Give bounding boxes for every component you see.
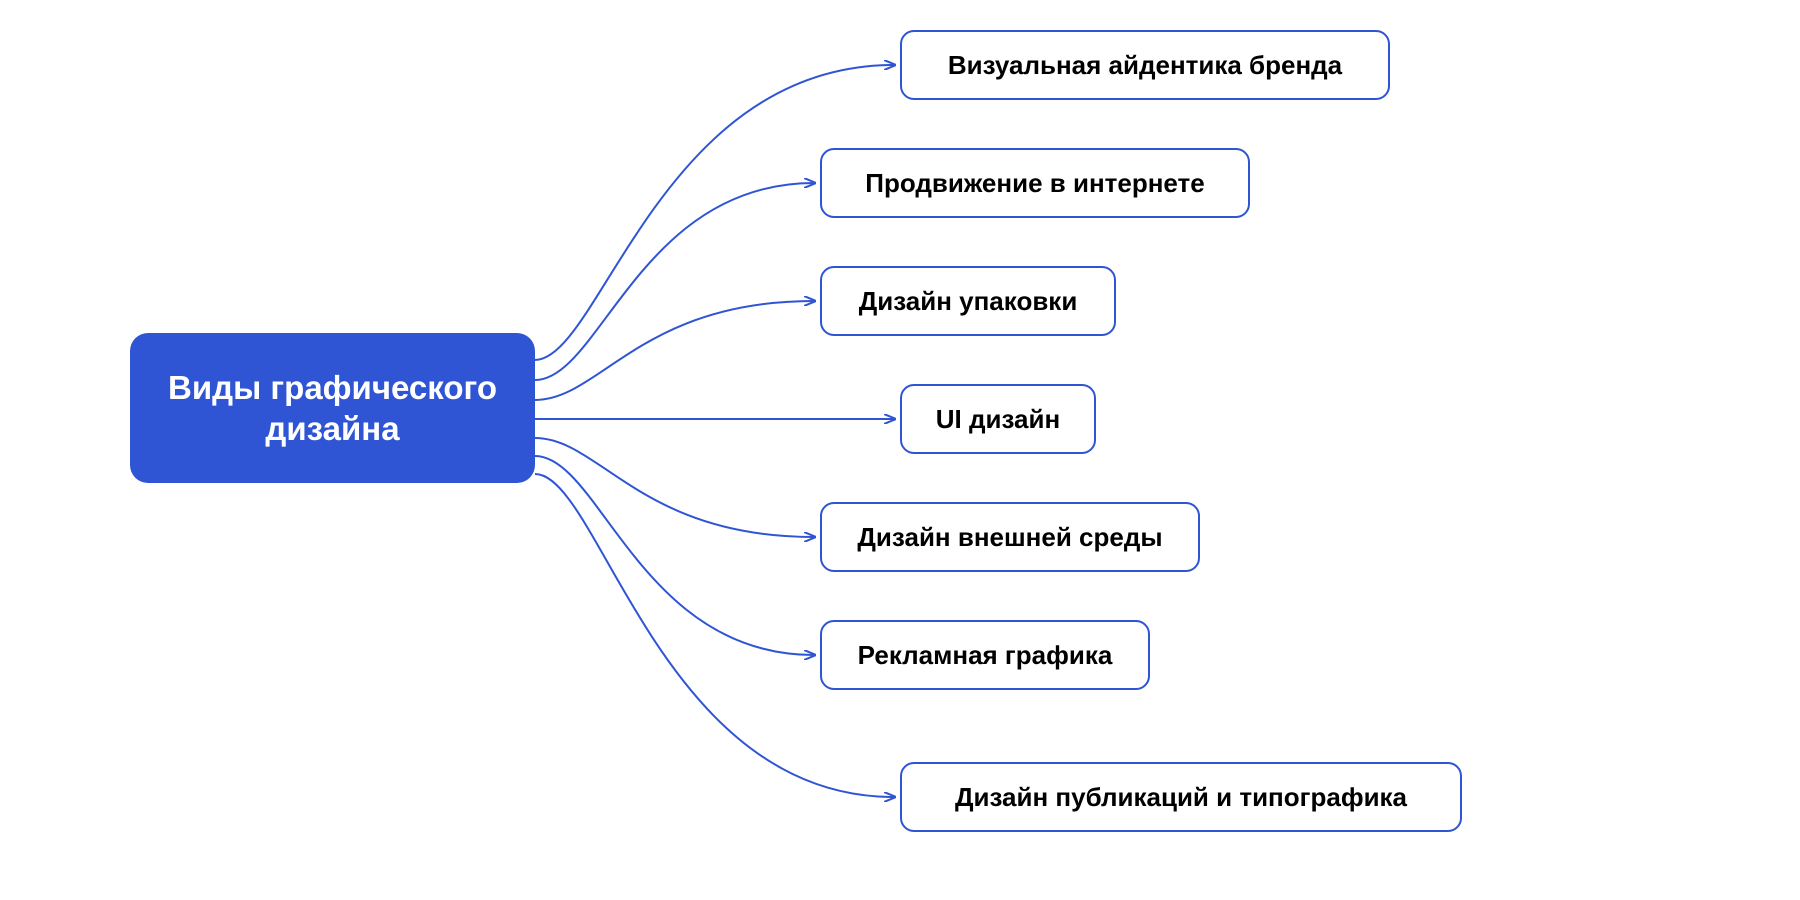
child-label: Дизайн упаковки xyxy=(859,286,1078,317)
edge-packaging xyxy=(535,301,814,400)
child-node-packaging: Дизайн упаковки xyxy=(820,266,1116,336)
root-label: Виды графического дизайна xyxy=(168,367,497,450)
child-label: Продвижение в интернете xyxy=(865,168,1205,199)
child-label: Дизайн внешней среды xyxy=(857,522,1162,553)
child-label: Рекламная графика xyxy=(858,640,1113,671)
edge-internet-promotion xyxy=(535,183,814,380)
edge-environment xyxy=(535,438,814,537)
child-label: UI дизайн xyxy=(936,404,1060,435)
child-label: Дизайн публикаций и типографика xyxy=(955,782,1407,813)
child-node-environment: Дизайн внешней среды xyxy=(820,502,1200,572)
diagram-canvas: Виды графического дизайна Визуальная айд… xyxy=(0,0,1800,900)
child-node-ad-graphics: Рекламная графика xyxy=(820,620,1150,690)
child-label: Визуальная айдентика бренда xyxy=(948,50,1342,81)
child-node-publications: Дизайн публикаций и типографика xyxy=(900,762,1462,832)
child-node-internet-promotion: Продвижение в интернете xyxy=(820,148,1250,218)
root-node: Виды графического дизайна xyxy=(130,333,535,483)
edge-ad-graphics xyxy=(535,456,814,655)
child-node-brand-identity: Визуальная айдентика бренда xyxy=(900,30,1390,100)
child-node-ui-design: UI дизайн xyxy=(900,384,1096,454)
